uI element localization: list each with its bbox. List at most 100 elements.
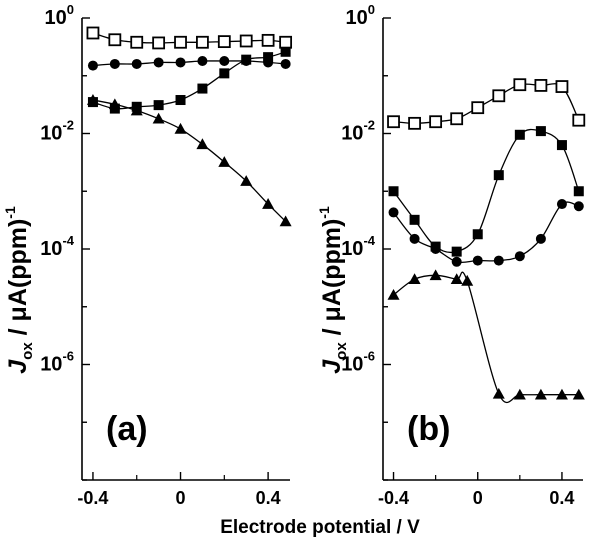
data-point-open-square: [217, 35, 231, 49]
data-point-filled-square: [263, 52, 274, 63]
series-line-filled-circle: [92, 60, 286, 67]
data-point-filled-circle: [131, 58, 142, 69]
data-point-filled-circle: [197, 56, 208, 67]
x-tick-label: 0: [176, 488, 186, 508]
y-tick-label: 10-6: [40, 349, 74, 376]
x-tick-label: 0.4: [256, 488, 281, 508]
y-tick-label: 10-4: [341, 233, 376, 260]
data-point-filled-square: [197, 83, 208, 94]
series-line-filled-triangle: [92, 99, 287, 222]
data-point-open-square: [555, 80, 569, 93]
svg-text:Jox / μA(ppm)-1: Jox / μA(ppm)-1: [316, 206, 350, 374]
data-point-filled-circle: [493, 255, 504, 266]
data-point-filled-square: [388, 186, 399, 197]
data-point-filled-circle: [280, 58, 291, 69]
y-tick-label: 10-6: [341, 349, 375, 376]
data-point-filled-square: [535, 126, 546, 137]
data-point-filled-circle: [472, 255, 483, 266]
data-point-filled-triangle: [572, 388, 585, 400]
data-point-filled-triangle: [555, 388, 568, 400]
data-point-filled-triangle: [108, 98, 121, 110]
panel-b: 100 10-2 10-4 10-6 -0.4 0 0.4 (b): [341, 2, 586, 508]
x-tick-label: 0.4: [549, 488, 574, 508]
data-point-filled-triangle: [279, 215, 292, 227]
series-line-open-square: [393, 83, 580, 124]
data-point-filled-circle: [153, 57, 164, 68]
data-point-open-square: [239, 34, 253, 48]
data-point-filled-triangle: [408, 273, 421, 284]
data-point-filled-square: [573, 186, 584, 197]
data-point-open-square: [108, 33, 122, 47]
y-axis-label-a: Jox / μA(ppm)-1: [2, 206, 36, 374]
data-point-filled-triangle: [450, 273, 463, 284]
data-point-filled-circle: [388, 207, 399, 218]
data-point-open-square: [471, 101, 485, 115]
data-point-filled-square: [280, 46, 291, 57]
data-point-filled-triangle: [86, 94, 99, 105]
data-point-filled-triangle: [262, 198, 275, 209]
data-point-filled-triangle: [152, 112, 165, 124]
data-point-filled-triangle: [387, 288, 400, 300]
panel-label: (b): [407, 410, 450, 448]
data-point-filled-triangle: [174, 122, 187, 134]
data-point-open-square: [174, 35, 187, 49]
data-point-open-square: [429, 115, 443, 129]
panel-label: (a): [106, 410, 148, 448]
data-point-open-square: [450, 112, 464, 126]
data-point-filled-circle: [87, 60, 98, 71]
data-point-filled-circle: [573, 201, 584, 212]
y-tick-label: 100: [346, 2, 375, 29]
svg-text:Jox / μA(ppm)-1: Jox / μA(ppm)-1: [2, 206, 36, 374]
data-point-open-square: [572, 113, 586, 127]
data-point-filled-triangle: [492, 387, 505, 399]
data-point-filled-triangle: [130, 104, 143, 116]
data-point-open-square: [130, 35, 144, 49]
data-point-filled-circle: [409, 233, 420, 244]
series-line-filled-square: [92, 51, 286, 110]
data-point-filled-square: [493, 170, 504, 181]
series-line-open-square: [92, 32, 286, 44]
data-point-filled-square: [175, 95, 186, 106]
data-point-filled-triangle: [240, 175, 253, 186]
data-point-filled-circle: [556, 199, 567, 210]
data-point-filled-square: [153, 100, 164, 111]
data-point-filled-triangle: [429, 269, 442, 281]
data-point-filled-square: [219, 68, 230, 79]
y-tick-label: 100: [45, 2, 74, 29]
data-point-open-square: [492, 89, 506, 103]
y-tick-label: 10-2: [341, 118, 375, 145]
data-point-filled-square: [514, 129, 525, 140]
y-tick-label: 10-4: [40, 233, 75, 260]
data-point-filled-triangle: [534, 388, 547, 400]
data-point-open-square: [152, 36, 166, 50]
data-point-filled-square: [472, 229, 483, 240]
data-point-filled-circle: [109, 58, 120, 69]
data-point-filled-triangle: [196, 138, 209, 150]
data-point-filled-square: [241, 54, 252, 65]
data-point-filled-circle: [219, 56, 230, 67]
panel-a: 100 10-2 10-4 10-6 -0.4 0 0.4 (a): [40, 2, 293, 508]
x-tick-label: 0: [473, 488, 483, 508]
y-tick-label: 10-2: [40, 118, 74, 145]
data-point-open-square: [196, 35, 209, 49]
data-point-open-square: [513, 78, 527, 92]
x-tick-label: -0.4: [378, 488, 409, 508]
data-point-filled-triangle: [461, 274, 474, 286]
data-point-filled-circle: [451, 256, 462, 267]
data-point-open-square: [408, 116, 421, 130]
data-point-open-square: [86, 26, 100, 40]
data-point-open-square: [279, 35, 293, 49]
data-point-filled-triangle: [513, 388, 526, 400]
y-axis-label-b: Jox / μA(ppm)-1: [316, 206, 350, 374]
x-axis-label: Electrode potential / V: [220, 517, 420, 538]
data-point-filled-circle: [175, 57, 186, 68]
data-point-filled-circle: [535, 233, 546, 244]
data-point-filled-square: [409, 214, 420, 225]
data-point-filled-square: [556, 140, 567, 151]
data-point-filled-circle: [514, 251, 525, 262]
data-point-filled-circle: [430, 244, 441, 254]
data-point-filled-triangle: [218, 156, 231, 167]
data-point-filled-square: [451, 246, 462, 257]
data-point-open-square: [534, 79, 548, 92]
